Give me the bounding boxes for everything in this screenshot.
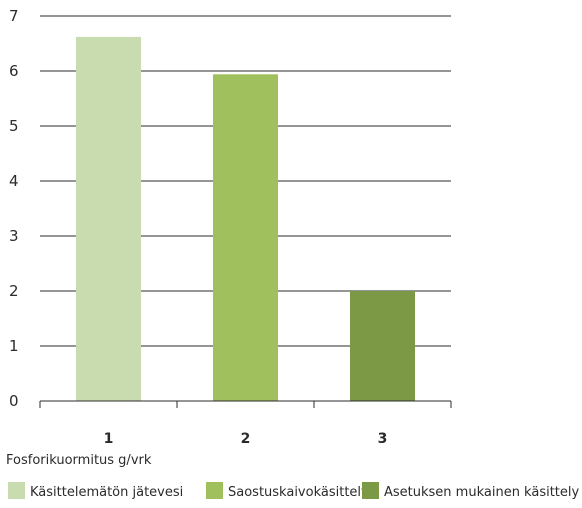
- legend-swatch-3: [362, 482, 379, 499]
- y-tick-label-6: 6: [9, 62, 19, 80]
- y-tick-label-5: 5: [9, 117, 19, 135]
- bar-2: [213, 74, 278, 402]
- legend-label-1: Käsittelemätön jätevesi: [30, 485, 183, 500]
- x-tick-label-1: 1: [104, 431, 114, 447]
- y-tick-label-3: 3: [9, 227, 19, 245]
- legend-label-2: Saostuskaivokäsittely: [228, 485, 369, 500]
- legend-label-3: Asetuksen mukainen käsittely: [384, 485, 580, 500]
- x-tick-label-2: 2: [241, 431, 251, 447]
- y-tick-label-0: 0: [9, 392, 19, 410]
- x-axis: [39, 400, 452, 408]
- y-tick-label-1: 1: [9, 337, 19, 355]
- bars: [76, 36, 415, 402]
- bar-3: [350, 291, 415, 401]
- legend-item-3: Asetuksen mukainen käsittely: [362, 482, 580, 500]
- legend-swatch-2: [206, 482, 223, 499]
- x-tick-label-3: 3: [378, 431, 388, 447]
- x-axis-title: Fosforikuormitus g/vrk: [6, 453, 152, 468]
- legend-item-1: Käsittelemätön jätevesi: [8, 482, 183, 500]
- y-tick-label-7: 7: [9, 7, 19, 25]
- x-axis-tick-labels: 1 2 3: [104, 431, 388, 447]
- legend: Käsittelemätön jätevesi Saostuskaivokäsit…: [8, 482, 580, 500]
- legend-swatch-1: [8, 482, 25, 499]
- y-tick-label-2: 2: [9, 282, 19, 300]
- legend-item-2: Saostuskaivokäsittely: [206, 482, 369, 500]
- y-axis-tick-labels: 0 1 2 3 4 5 6 7: [9, 7, 19, 410]
- bar-1: [76, 36, 141, 402]
- y-tick-label-4: 4: [9, 172, 19, 190]
